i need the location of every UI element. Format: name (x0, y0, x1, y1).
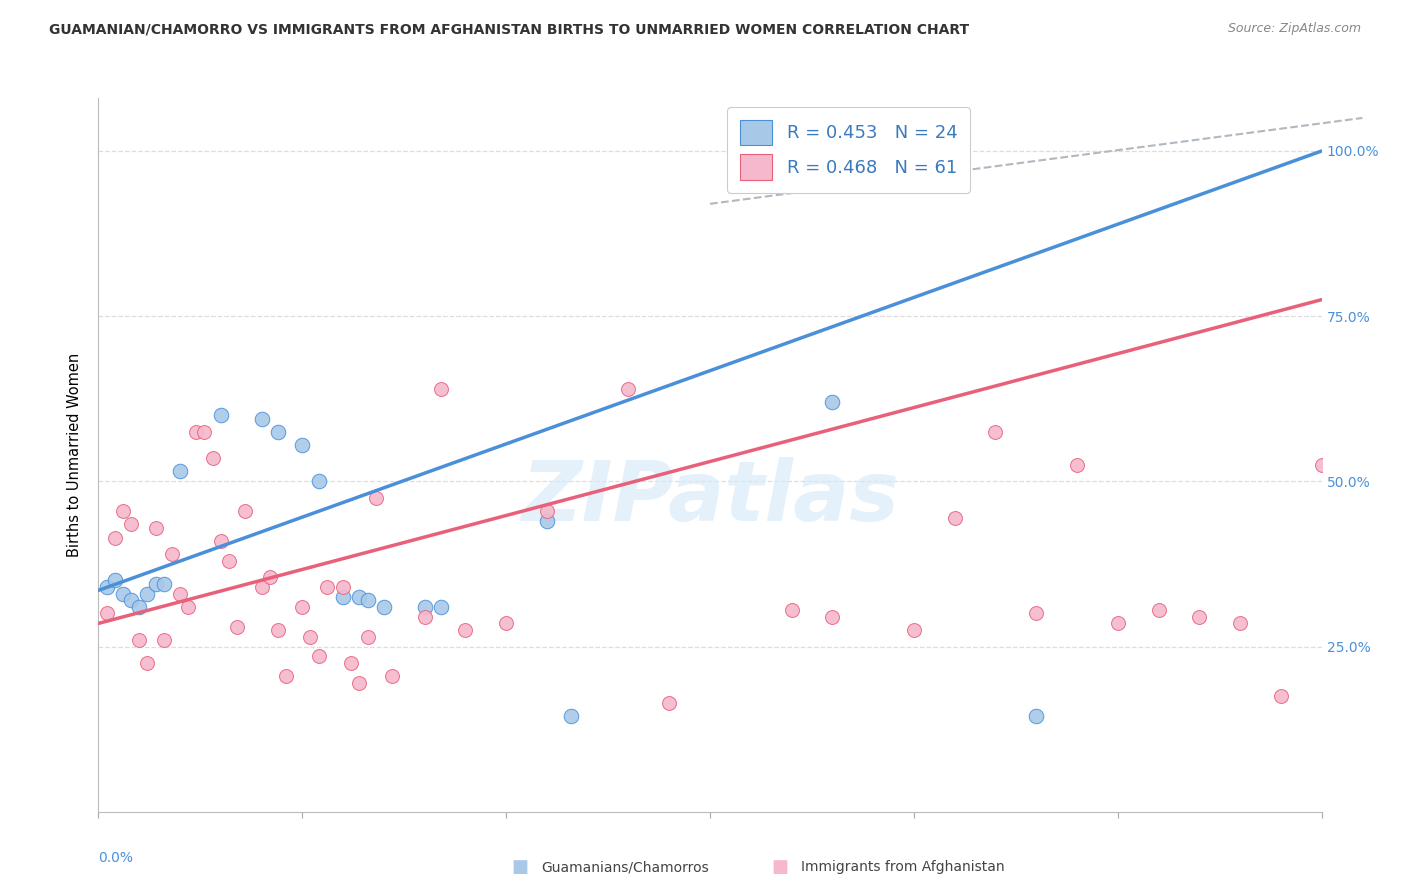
Point (136, 587, 159, 601)
Point (111, 587, 134, 601)
Point (152, 632, 174, 647)
Point (340, 656, 363, 670)
Point (1147, 603, 1170, 617)
Point (617, 382, 640, 396)
Point (111, 504, 134, 518)
Text: Source: ZipAtlas.com: Source: ZipAtlas.com (1227, 22, 1361, 36)
Point (209, 409, 232, 423)
Point (658, 696, 681, 710)
Point (413, 609, 436, 624)
Point (186, 425, 208, 439)
Point (136, 656, 159, 670)
Point (145, 576, 167, 591)
Point (299, 630, 322, 644)
Point (104, 531, 127, 545)
Point (364, 491, 387, 505)
Point (356, 630, 378, 644)
Point (1066, 458, 1088, 472)
Text: GUAMANIAN/CHAMORRO VS IMMIGRANTS FROM AFGHANISTAN BIRTHS TO UNMARRIED WOMEN CORR: GUAMANIAN/CHAMORRO VS IMMIGRANTS FROM AF… (49, 22, 969, 37)
Point (332, 590, 354, 604)
Point (128, 599, 150, 614)
Point (267, 623, 290, 637)
Point (177, 599, 200, 614)
Point (495, 616, 517, 631)
Point (315, 580, 337, 594)
Point (381, 669, 404, 683)
Legend: R = 0.453   N = 24, R = 0.468   N = 61: R = 0.453 N = 24, R = 0.468 N = 61 (727, 107, 970, 193)
Point (96, 580, 118, 594)
Point (356, 593, 378, 607)
Point (536, 504, 558, 518)
Point (1025, 607, 1047, 621)
Point (274, 669, 297, 683)
Point (267, 425, 290, 439)
Text: ZIPatlas: ZIPatlas (522, 458, 898, 538)
Point (308, 475, 330, 489)
Point (1188, 609, 1211, 624)
Point (984, 425, 1007, 439)
Point (536, 514, 558, 528)
Point (430, 599, 453, 614)
Text: 0.0%: 0.0% (98, 851, 134, 865)
Point (430, 382, 453, 396)
Point (145, 520, 167, 534)
Point (349, 676, 371, 690)
Point (332, 580, 354, 594)
Y-axis label: Births to Unmarried Women: Births to Unmarried Women (66, 353, 82, 557)
Point (201, 451, 224, 466)
Point (193, 425, 215, 439)
Point (233, 504, 256, 518)
Point (1310, 458, 1333, 472)
Point (349, 590, 371, 604)
Point (1025, 709, 1047, 723)
Text: ■: ■ (512, 858, 529, 876)
Point (160, 547, 183, 561)
Point (250, 580, 273, 594)
Text: Guamanians/Chamorros: Guamanians/Chamorros (541, 860, 709, 874)
Point (1107, 616, 1129, 631)
Point (454, 623, 477, 637)
Point (209, 533, 232, 548)
Point (128, 632, 150, 647)
Point (903, 623, 925, 637)
Point (218, 554, 240, 568)
Point (96, 607, 118, 621)
Point (291, 599, 314, 614)
Point (821, 609, 844, 624)
Point (226, 620, 249, 634)
Point (104, 574, 127, 588)
Text: Immigrants from Afghanistan: Immigrants from Afghanistan (801, 860, 1005, 874)
Point (1229, 616, 1251, 631)
Point (120, 593, 142, 607)
Point (1270, 689, 1292, 703)
Point (291, 438, 314, 452)
Point (373, 599, 395, 614)
Point (120, 517, 142, 532)
Point (308, 649, 330, 664)
Point (152, 576, 174, 591)
Point (250, 411, 273, 425)
Point (259, 570, 281, 584)
Point (821, 395, 844, 409)
Text: ■: ■ (772, 858, 789, 876)
Point (780, 603, 803, 617)
Point (943, 510, 966, 524)
Point (169, 465, 191, 479)
Point (413, 599, 436, 614)
Point (560, 709, 582, 723)
Point (169, 587, 191, 601)
